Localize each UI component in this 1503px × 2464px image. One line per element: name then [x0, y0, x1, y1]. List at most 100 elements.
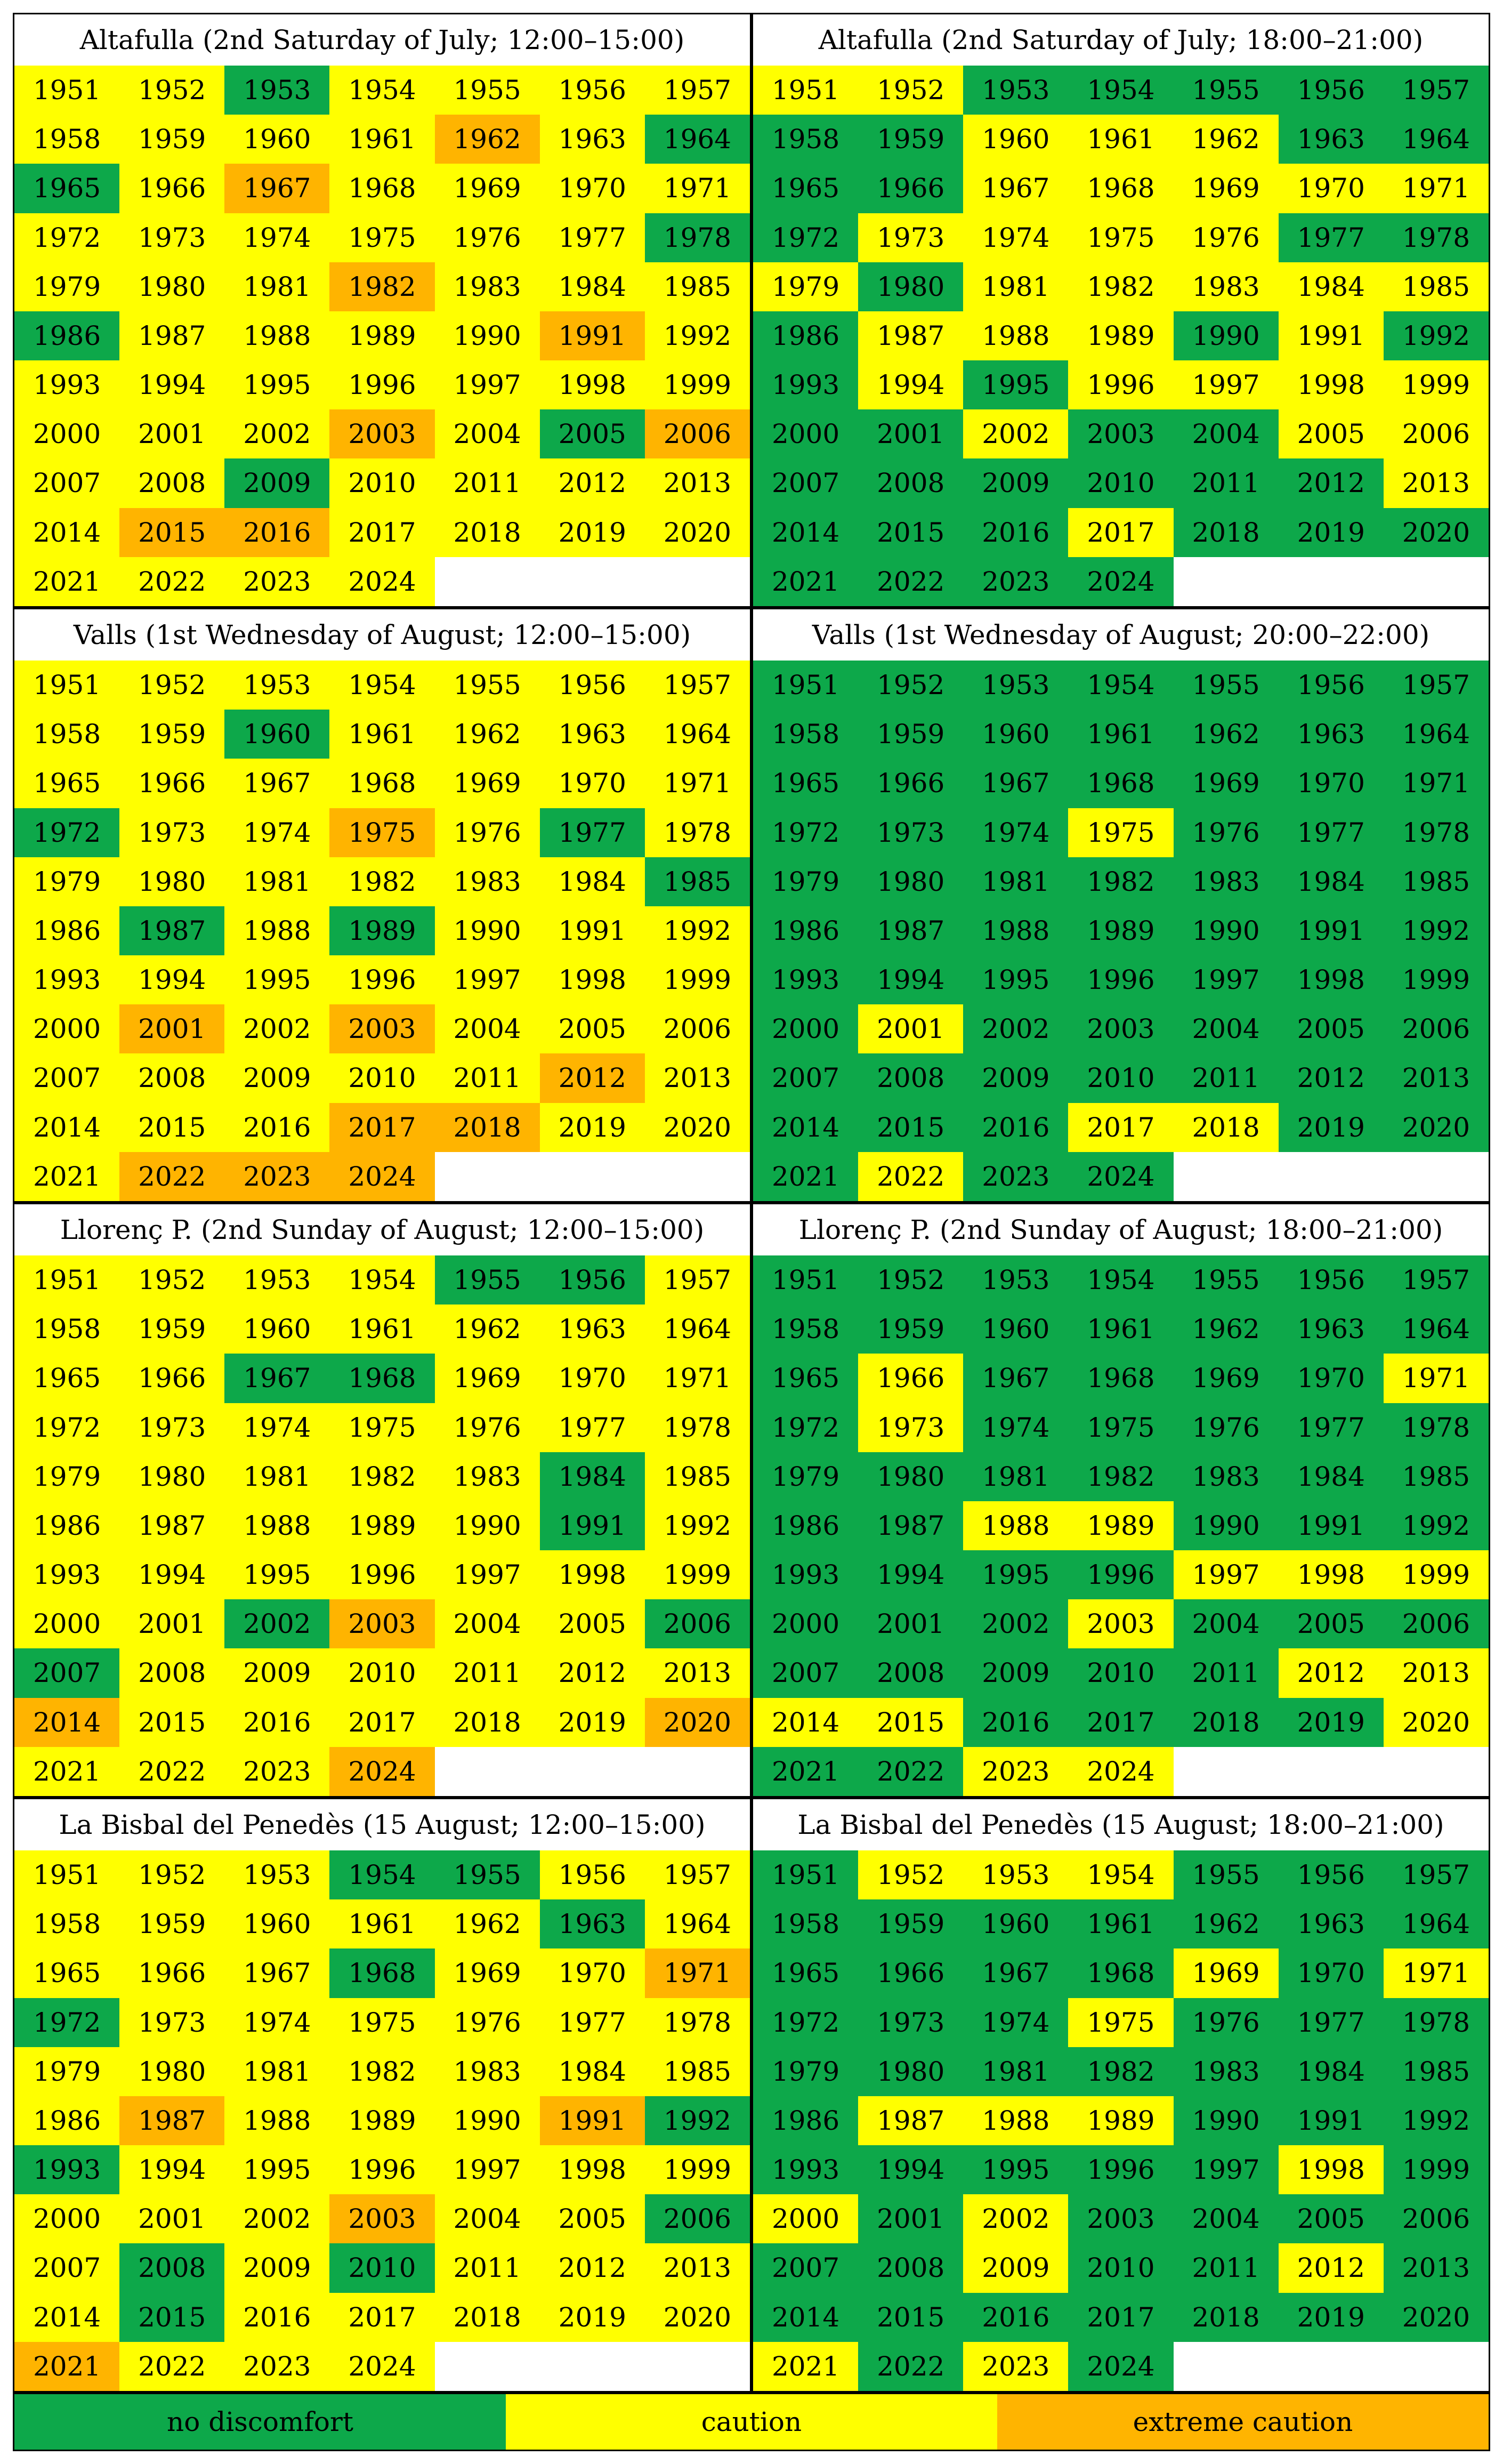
year-cell: 1985 [644, 1452, 750, 1501]
year-cell: 2003 [329, 409, 435, 459]
year-cell: 2004 [1173, 2194, 1279, 2244]
year-cell: 2008 [858, 2243, 964, 2293]
year-cell: 1960 [224, 1899, 330, 1949]
year-cell: 2021 [14, 1152, 120, 1201]
year-cell: 2020 [644, 1102, 750, 1152]
year-cell: 1973 [119, 1403, 225, 1452]
year-cell: 2019 [1278, 508, 1384, 557]
year-cell: 1952 [858, 1255, 964, 1305]
year-cell: 1977 [1278, 808, 1384, 857]
year-cell: 1985 [1383, 857, 1489, 906]
year-cell: 1954 [1068, 66, 1174, 115]
heatmap-panel: Altafulla (2nd Saturday of July; 18:00–2… [752, 13, 1490, 608]
year-cell: 1969 [434, 759, 540, 808]
year-cell: 1992 [644, 1501, 750, 1551]
year-cell: 1956 [539, 1255, 645, 1305]
year-cell: 2006 [644, 2194, 750, 2244]
year-cell: 2013 [1383, 2243, 1489, 2293]
year-cell: 2011 [1173, 1053, 1279, 1103]
year-cell: 1965 [14, 759, 120, 808]
year-cell: 1965 [753, 164, 859, 213]
year-cell: 1952 [119, 66, 225, 115]
year-cell: 1993 [14, 360, 120, 410]
year-cell: 1969 [1173, 759, 1279, 808]
year-cell: 2013 [644, 458, 750, 508]
year-cell: 1981 [224, 857, 330, 906]
year-cell: 2013 [644, 1053, 750, 1103]
year-cell: 2019 [1278, 1697, 1384, 1747]
year-cell: 1981 [224, 262, 330, 311]
year-cell: 1968 [1068, 164, 1174, 213]
year-cell: 2002 [224, 409, 330, 459]
year-cell: 1974 [963, 808, 1069, 857]
year-cell: 1993 [14, 2145, 120, 2195]
year-cell: 1975 [329, 808, 435, 857]
year-cell: 1974 [224, 808, 330, 857]
year-cell: 1957 [1383, 1850, 1489, 1900]
year-cell: 1976 [1173, 1998, 1279, 2047]
year-cell: 1990 [434, 311, 540, 361]
year-cell: 1988 [224, 311, 330, 361]
year-cell: 1976 [434, 213, 540, 262]
year-cell: 1969 [1173, 1948, 1279, 1998]
year-cell: 1970 [539, 759, 645, 808]
year-cell: 2008 [858, 458, 964, 508]
year-cell: 2022 [119, 1746, 225, 1796]
year-cell: 1991 [539, 311, 645, 361]
year-cell: 2006 [1383, 1004, 1489, 1054]
year-cell: 2012 [1278, 1648, 1384, 1698]
year-cell: 1973 [119, 808, 225, 857]
year-cell: 1976 [1173, 213, 1279, 262]
year-cell: 1958 [753, 1899, 859, 1949]
year-cell: 1988 [224, 906, 330, 956]
year-cell: 1962 [1173, 1899, 1279, 1949]
year-cell: 1996 [329, 1550, 435, 1600]
year-cell: 1998 [539, 955, 645, 1005]
year-cell: 2005 [1278, 2194, 1384, 2244]
year-cell: 1964 [644, 1899, 750, 1949]
year-cell: 2012 [1278, 2243, 1384, 2293]
year-cell: 1956 [1278, 1255, 1384, 1305]
year-cell: 2014 [753, 1697, 859, 1747]
year-cell: 1973 [858, 1403, 964, 1452]
year-cell: 1985 [644, 2047, 750, 2096]
year-cell: 1970 [1278, 1354, 1384, 1403]
year-cell: 1997 [434, 360, 540, 410]
year-cell: 2008 [119, 2243, 225, 2293]
heatmap-panel: Altafulla (2nd Saturday of July; 12:00–1… [13, 13, 752, 608]
year-cell: 2023 [963, 1746, 1069, 1796]
year-cell: 1982 [329, 2047, 435, 2096]
year-cell: 1987 [119, 1501, 225, 1551]
year-cell: 2017 [1068, 508, 1174, 557]
year-cell: 1964 [1383, 1305, 1489, 1354]
legend-item: caution [506, 2394, 997, 2450]
year-cell: 1987 [119, 2096, 225, 2146]
heatmap-panel: Llorenç P. (2nd Sunday of August; 12:00–… [13, 1203, 752, 1798]
year-cell: 1953 [963, 1255, 1069, 1305]
year-cell: 1961 [329, 115, 435, 164]
panel-title: La Bisbal del Penedès (15 August; 12:00–… [59, 1809, 706, 1840]
year-cell: 1983 [434, 2047, 540, 2096]
year-cell: 2018 [1173, 1102, 1279, 1152]
year-cell: 1978 [1383, 1403, 1489, 1452]
year-cell: 1994 [119, 360, 225, 410]
year-cell: 1970 [1278, 759, 1384, 808]
year-cell: 2006 [644, 409, 750, 459]
year-cell: 2009 [224, 2243, 330, 2293]
year-cell: 2005 [1278, 1004, 1384, 1054]
year-cell: 1963 [539, 1305, 645, 1354]
year-cell: 1954 [329, 1850, 435, 1900]
year-cell: 2003 [329, 1599, 435, 1649]
year-cell: 1998 [1278, 955, 1384, 1005]
year-cell: 1984 [1278, 262, 1384, 311]
year-cell: 2006 [644, 1599, 750, 1649]
year-cell: 2015 [119, 1697, 225, 1747]
year-cell: 1975 [329, 213, 435, 262]
year-cell: 1964 [644, 115, 750, 164]
year-cell: 2001 [119, 409, 225, 459]
year-cell: 1974 [963, 1998, 1069, 2047]
panel-title: Valls (1st Wednesday of August; 12:00–15… [73, 619, 691, 650]
year-cell: 1985 [1383, 2047, 1489, 2096]
year-cell: 1989 [329, 311, 435, 361]
year-cell: 2017 [1068, 2292, 1174, 2342]
